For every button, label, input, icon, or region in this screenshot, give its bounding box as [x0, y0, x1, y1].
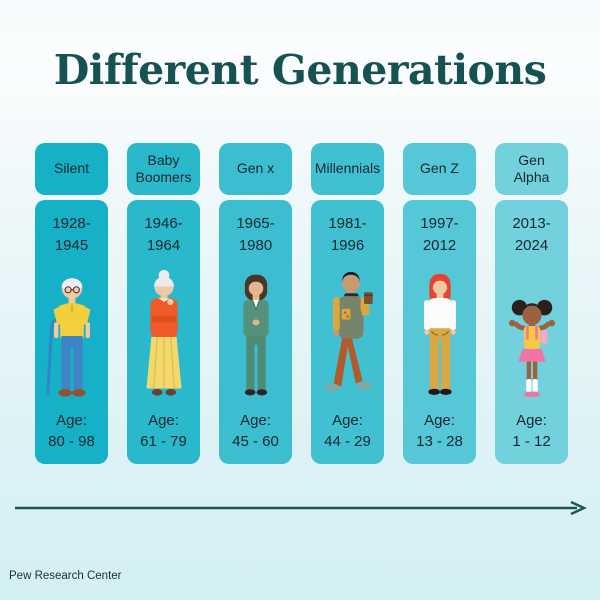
age-range: Age: 13 - 28: [416, 411, 463, 451]
age-range: Age: 44 - 29: [324, 411, 371, 451]
birth-years: 1965- 1980: [236, 215, 275, 254]
birth-years: 2013- 2024: [512, 215, 551, 254]
age-range: Age: 61 - 79: [140, 411, 187, 451]
birth-years: 1997- 2012: [420, 215, 459, 254]
generation-card: 1946- 1964 Age: 61 - 79: [127, 200, 200, 464]
timeline-arrow: [15, 500, 587, 516]
generation-card: 1997- 2012 Age: 13 - 28: [403, 200, 476, 464]
birth-years: 1981- 1996: [328, 215, 367, 254]
person-illustration-woman-green-suit: [242, 274, 269, 396]
generation-card: 2013- 2024 Age: 1 - 12: [495, 200, 568, 464]
generation-label: Gen Alpha: [495, 143, 568, 195]
generation-column-gen-x: Gen x 1965- 1980 Age: 45 - 60: [219, 143, 292, 464]
age-range: Age: 1 - 12: [512, 411, 551, 451]
person-illustration-elderly-woman: [146, 269, 181, 396]
generation-column-baby-boomers: Baby Boomers 1946- 1964 Age: 61 - 79: [127, 143, 200, 464]
generation-label: Silent: [35, 143, 108, 195]
birth-years: 1946- 1964: [144, 215, 183, 254]
birth-years: 1928- 1945: [52, 215, 91, 254]
source-credit: Pew Research Center: [9, 570, 122, 582]
generation-column-gen-z: Gen Z 1997- 2012 Age: 13 - 28: [403, 143, 476, 464]
generation-label: Gen x: [219, 143, 292, 195]
person-illustration-man-with-coffee: [324, 271, 373, 392]
generation-column-silent: Silent 1928- 1945 Age: 80 - 9: [35, 143, 108, 464]
age-range: Age: 80 - 98: [48, 411, 95, 451]
generation-card: 1928- 1945 Age: 80 - 98: [35, 200, 108, 464]
page-title: Different Generations: [53, 46, 547, 94]
person-illustration-red-haired-woman: [423, 273, 456, 395]
age-range: Age: 45 - 60: [232, 411, 279, 451]
person-illustration-elderly-man-with-cane: [45, 278, 90, 397]
generation-label: Gen Z: [403, 143, 476, 195]
generation-column-gen-alpha: Gen Alpha 2013- 2024: [495, 143, 568, 464]
generation-column-millennials: Millennials 1981- 1996 Age: 44 - 29: [311, 143, 384, 464]
generation-card: 1981- 1996 Age: 44 - 29: [311, 200, 384, 464]
person-illustration-young-girl: [508, 299, 555, 398]
generation-label: Baby Boomers: [127, 143, 200, 195]
generation-label: Millennials: [311, 143, 384, 195]
generation-card: 1965- 1980 Age: 45 - 60: [219, 200, 292, 464]
